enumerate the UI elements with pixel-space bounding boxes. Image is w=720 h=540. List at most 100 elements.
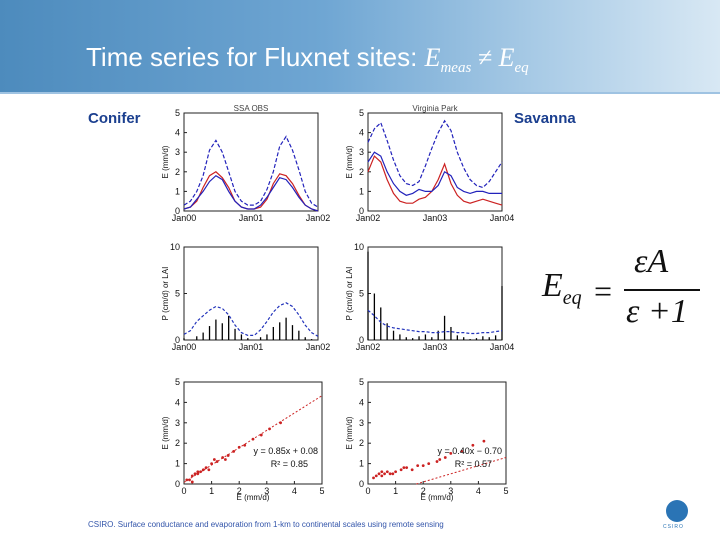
panel-6-point [410, 468, 414, 472]
panel-5-ytick-label: 4 [175, 397, 180, 407]
panel-5-point [185, 478, 189, 482]
panel-4-ytick-label: 10 [354, 242, 364, 252]
panel-6-ytick-label: 4 [359, 397, 364, 407]
panel-1-ylabel: E (mm/d) [161, 145, 170, 178]
panel-5-point [190, 480, 194, 484]
panel-5-fit-equation: y = 0.85x + 0.08 [253, 446, 318, 456]
panel-5-point [210, 462, 214, 465]
panel-4-ylabel: P (cm/d) or LAI [345, 267, 354, 321]
panel-4-lai-line [367, 309, 503, 335]
panel-6-ytick-label: 0 [359, 479, 364, 489]
panel-3-xtick-label: Jan00 [172, 342, 197, 352]
panel-5-point [201, 468, 205, 472]
panel-6-ytick-label: 2 [359, 438, 364, 448]
panel-5-point [243, 443, 247, 447]
panel-2-ytick-label: 2 [359, 167, 364, 177]
panel-6-point [388, 472, 392, 476]
panel-6-xtick-label: 5 [503, 486, 508, 496]
panel-5-point [224, 458, 227, 461]
panel-2-xtick-label: Jan04 [490, 213, 515, 223]
panel-2-ytick-label: 3 [359, 147, 364, 157]
panel-6-frame [367, 381, 507, 485]
panel-6-point [399, 468, 403, 472]
panel-6-xtick-label: 2 [421, 486, 426, 496]
panel-4-ytick-label: 0 [359, 335, 364, 345]
panel-5-xtick-label: 2 [237, 486, 242, 496]
panel-2-frame [367, 112, 503, 212]
panel-3-lai-line [183, 302, 319, 337]
panel-6-fit-line [416, 457, 507, 485]
panel-1-series-1 [183, 135, 319, 208]
eq-formula: Eeq = εA ε +1 [538, 243, 700, 335]
panel-5-point [226, 454, 230, 457]
panel-1-xtick-label: Jan02 [306, 213, 331, 223]
title-banner [0, 0, 720, 92]
panel-3-ytick-label: 0 [175, 335, 180, 345]
panel-5-xtick-label: 4 [292, 486, 297, 496]
panel-1-ytick-label: 2 [175, 167, 180, 177]
panel-6-xtick-label: 1 [393, 486, 398, 496]
panel-1-ytick-label: 4 [175, 128, 180, 138]
conifer-label: Conifer [88, 110, 141, 127]
panel-5-point [215, 460, 219, 463]
panel-6-point [471, 443, 475, 447]
panel-2-series-3 [367, 151, 502, 196]
panel-6-point [405, 466, 409, 470]
panel-3-ylabel: P (cm/d) or LAI [161, 267, 170, 321]
panel-2-xtick-label: Jan02 [356, 213, 381, 223]
panel-6-xlabel: E (mm/d) [421, 493, 454, 502]
panel-1-series-3 [183, 174, 319, 212]
panel-6-point [374, 474, 378, 478]
panel-5-ytick-label: 1 [175, 459, 180, 469]
panel-6-point [482, 439, 486, 443]
panel-2-ytick-label: 0 [359, 206, 364, 216]
panel-6-xtick-label: 0 [365, 486, 370, 496]
panel-6-point [380, 470, 384, 474]
slide-title: Time series for Fluxnet sites: Emeas ≠ E… [86, 42, 529, 77]
panel-1-frame [183, 112, 319, 212]
panel-4-ytick-label: 5 [359, 289, 364, 299]
eq-fraction-bar [624, 289, 700, 291]
panel-1-xtick-label: Jan00 [172, 213, 197, 223]
panel-5-ytick-label: 0 [175, 479, 180, 489]
panel-5-point [196, 470, 200, 474]
panel-6-point [427, 462, 431, 465]
panel-1-ytick-label: 1 [175, 186, 180, 196]
panel-5-point [221, 456, 225, 459]
panel-6-point [443, 456, 447, 459]
panel-1-ytick-label: 0 [175, 206, 180, 216]
panel-5-point [237, 445, 241, 449]
panel-5-point [259, 433, 263, 437]
logo-text: CSIRO [663, 524, 684, 530]
panel-5-point [193, 472, 197, 476]
panel-6-ylabel: E (mm/d) [345, 416, 354, 449]
panel-6-point [377, 472, 381, 476]
panel-6-fit-equation: y = 0.40x − 0.70 [437, 446, 502, 456]
panel-3-ytick-label: 10 [170, 242, 180, 252]
panel-5-point [212, 458, 216, 461]
panel-5-point [204, 466, 208, 470]
panel-1-title: SSA OBS [234, 104, 269, 113]
panel-5-point [199, 470, 202, 474]
panel-5-ytick-label: 3 [175, 418, 180, 428]
panel-1-ytick-label: 3 [175, 147, 180, 157]
panel-3-xtick-label: Jan01 [239, 342, 264, 352]
panel-6-point [460, 449, 464, 453]
panel-6-point [438, 458, 442, 461]
panel-5-point [251, 437, 255, 441]
panel-2-ytick-label: 4 [359, 128, 364, 138]
title-math: Emeas ≠ Eeq [424, 43, 529, 77]
panel-3-ytick-label: 5 [175, 289, 180, 299]
panel-5-point [188, 478, 191, 482]
panel-5-xtick-label: 1 [209, 486, 214, 496]
panel-6-point [402, 466, 406, 470]
panel-6-point [394, 470, 397, 474]
panel-4-xtick-label: Jan04 [490, 342, 515, 352]
eq-denominator: ε +1 [626, 293, 688, 330]
panel-5-point [268, 427, 271, 431]
panel-5-xlabel: E (mm/d) [237, 493, 270, 502]
panel-1-xtick-label: Jan01 [239, 213, 264, 223]
panel-6-point [421, 464, 425, 468]
panel-6-ytick-label: 3 [359, 418, 364, 428]
